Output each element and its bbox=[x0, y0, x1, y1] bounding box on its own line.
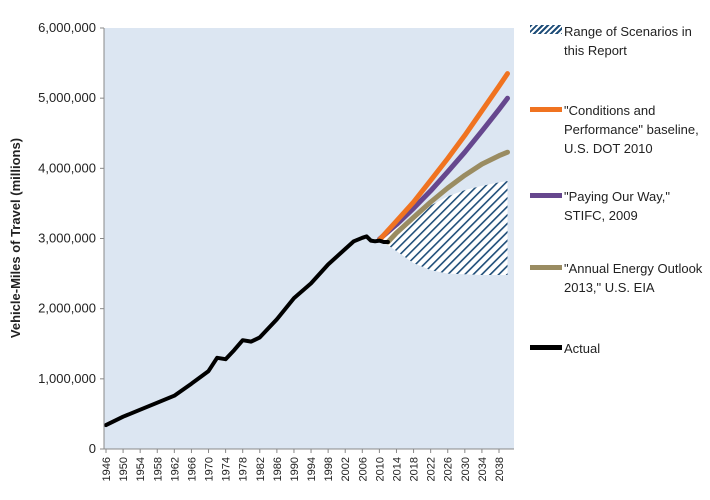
range-band bbox=[379, 181, 508, 275]
y-tick-labels: 0 1,000,000 2,000,000 3,000,000 4,000,000 5,0… bbox=[38, 20, 96, 456]
y-tick-label: 3,000,000 bbox=[38, 231, 96, 246]
x-tick-label: 2026 bbox=[443, 457, 455, 481]
legend-swatch bbox=[530, 345, 562, 350]
axes bbox=[100, 27, 514, 453]
x-tick-labels: 1946 1950 1954 1958 1962 1966 1970 1974 1978 1982… bbox=[101, 457, 506, 481]
x-tick-label: 1998 bbox=[323, 457, 335, 481]
x-tick-label: 2014 bbox=[392, 457, 404, 481]
y-tick-label: 0 bbox=[89, 441, 96, 456]
x-tick-label: 1950 bbox=[118, 457, 130, 481]
x-tick-label: 2002 bbox=[340, 457, 352, 481]
y-axis-label: Vehicle-Miles of Travel (millions) bbox=[8, 138, 23, 338]
series-line-actual bbox=[104, 234, 390, 428]
series-line-annual-energy-outlook-2013-u-s-eia bbox=[385, 149, 510, 245]
x-tick-label: 2034 bbox=[477, 457, 489, 481]
y-tick-label: 6,000,000 bbox=[38, 20, 96, 35]
series-line-conditions-and-performance-baseline-u-s-dot-2010 bbox=[376, 71, 510, 243]
x-tick-label: 2022 bbox=[426, 457, 438, 481]
legend-label: "Annual Energy Outlook 2013," U.S. EIA bbox=[564, 261, 703, 295]
legend-label: Actual bbox=[564, 341, 601, 356]
legend-swatch bbox=[530, 193, 562, 198]
range-band-layer bbox=[379, 181, 508, 275]
x-tick-label: 2018 bbox=[409, 457, 421, 481]
x-tick-label: 1982 bbox=[255, 457, 267, 481]
series-line-paying-our-way-stifc-2009 bbox=[376, 95, 510, 242]
x-tick-label: 1946 bbox=[101, 457, 113, 481]
y-tick-label: 1,000,000 bbox=[38, 371, 96, 386]
x-tick-label: 1990 bbox=[289, 457, 301, 481]
x-tick-label: 1954 bbox=[135, 457, 147, 481]
legend: Range of Scenarios in this Report "Condit… bbox=[530, 0, 705, 500]
x-tick-label: 1986 bbox=[272, 457, 284, 481]
x-tick-label: 2006 bbox=[357, 457, 369, 481]
legend-swatch bbox=[530, 25, 562, 34]
x-tick-label: 1978 bbox=[238, 457, 250, 481]
x-tick-label: 1958 bbox=[152, 457, 164, 481]
y-tick-label: 2,000,000 bbox=[38, 301, 96, 316]
legend-swatch bbox=[530, 107, 562, 112]
x-tick-label: 2038 bbox=[494, 457, 506, 481]
legend-label: "Paying Our Way," STIFC, 2009 bbox=[564, 189, 671, 223]
y-tick-label: 5,000,000 bbox=[38, 90, 96, 105]
x-tick-label: 1966 bbox=[186, 457, 198, 481]
legend-label: "Conditions and Performance" baseline, U… bbox=[564, 103, 699, 156]
x-tick-label: 1974 bbox=[221, 457, 233, 481]
legend-label: Range of Scenarios in this Report bbox=[564, 24, 692, 58]
x-tick-label: 2010 bbox=[374, 457, 386, 481]
x-tick-label: 1994 bbox=[306, 457, 318, 481]
x-tick-label: 2030 bbox=[460, 457, 472, 481]
y-tick-label: 4,000,000 bbox=[38, 160, 96, 175]
x-tick-label: 1962 bbox=[169, 457, 181, 481]
x-tick-label: 1970 bbox=[204, 457, 216, 481]
series-layer bbox=[104, 71, 510, 428]
legend-swatch bbox=[530, 265, 562, 270]
